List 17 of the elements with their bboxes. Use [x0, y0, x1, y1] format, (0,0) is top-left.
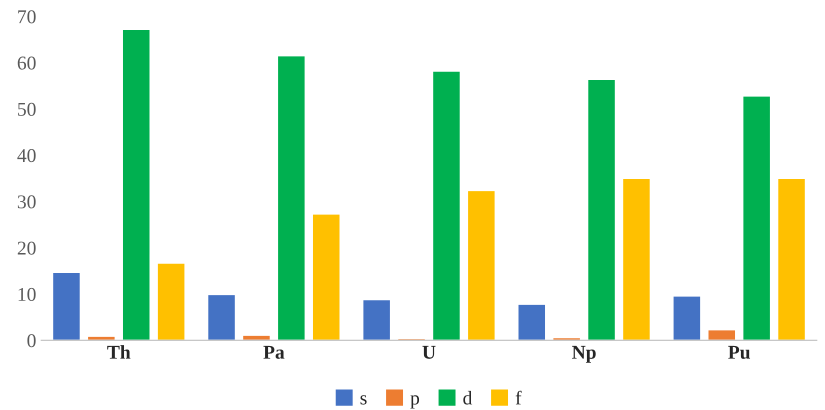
y-tick-label: 10 — [18, 288, 36, 301]
y-tick-label: 0 — [27, 334, 36, 348]
y-tick-label: 20 — [18, 242, 36, 255]
x-tick-label: Pu — [728, 346, 750, 359]
x-tick-label: U — [422, 346, 436, 359]
y-tick-label: 40 — [17, 149, 36, 162]
legend-label: d — [463, 390, 472, 405]
legend-label: s — [360, 395, 367, 405]
legend-label: f — [516, 390, 522, 404]
x-tick-label: Pa — [263, 346, 284, 359]
x-tick-label: Th — [107, 345, 130, 359]
x-tick-label: Np — [572, 346, 596, 363]
legend-label: p — [410, 395, 420, 409]
y-tick-label: 30 — [18, 195, 36, 208]
y-tick-label: 60 — [18, 56, 36, 70]
y-tick-label: 50 — [18, 102, 36, 116]
y-tick-label: 70 — [18, 10, 36, 24]
